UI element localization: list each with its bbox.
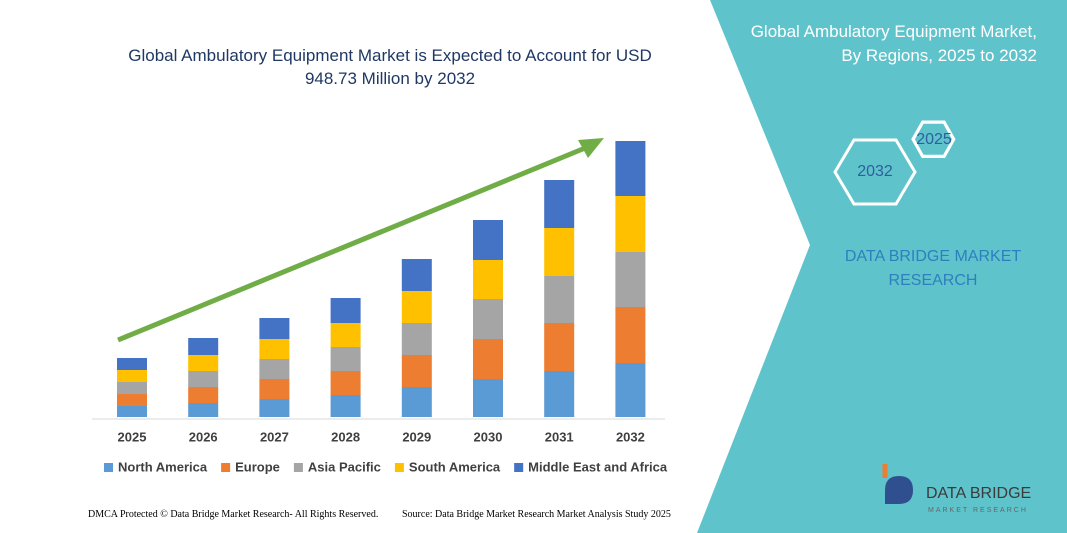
bar-segment [330, 371, 361, 395]
bar-segment [330, 323, 361, 347]
hex-label: 2025 [916, 131, 952, 148]
bar-segment [259, 399, 290, 417]
side-panel-bg [697, 0, 1067, 533]
bar-segment [117, 394, 147, 406]
x-tick-label: 2030 [474, 429, 503, 444]
x-tick-label: 2029 [402, 429, 431, 444]
bar-segment [544, 371, 575, 417]
legend-label: South America [409, 459, 501, 474]
logo-tagline: MARKET RESEARCH [928, 507, 1028, 514]
bar-segment [544, 228, 575, 276]
bar-segment [544, 180, 575, 228]
x-tick-label: 2026 [189, 429, 218, 444]
hexagon [911, 120, 956, 158]
bar-segment [117, 370, 147, 382]
x-tick-label: 2028 [331, 429, 360, 444]
bar-segment [117, 406, 147, 417]
bar-segment [473, 220, 503, 260]
bar-segment [401, 291, 432, 323]
trend-arrow [117, 143, 591, 343]
x-tick-label: 2032 [616, 429, 645, 444]
legend-label: Middle East and Africa [528, 459, 668, 474]
bar-segment [473, 379, 503, 417]
x-tick-label: 2027 [260, 429, 289, 444]
bar-segment [473, 299, 503, 339]
bar-segment [401, 259, 432, 291]
arrow-head [578, 138, 604, 158]
footer-left: DMCA Protected © Data Bridge Market Rese… [88, 509, 379, 520]
bar-segment [188, 338, 219, 355]
bar-segment [259, 359, 290, 379]
bar-segment [473, 339, 503, 379]
legend-swatch [293, 463, 303, 472]
bar-segment [330, 347, 361, 371]
bar-segment [117, 382, 147, 394]
bar-segment [401, 323, 432, 355]
hexagon [833, 138, 917, 206]
logo-name: DATA BRIDGE [926, 485, 1031, 502]
bar-segment [615, 307, 646, 363]
legend-swatch [394, 463, 404, 472]
bar-segment [473, 260, 503, 299]
legend-swatch [104, 463, 113, 472]
bar-segment [330, 298, 361, 323]
bar-segment [544, 323, 575, 371]
bar-segment [259, 318, 290, 339]
chart-title: Global Ambulatory Equipment Market is Ex… [128, 46, 652, 88]
bar-segment [259, 339, 290, 359]
bar-segment [188, 403, 219, 417]
bar-segment [259, 379, 290, 399]
bar-segment [188, 387, 219, 403]
bar-segment [401, 355, 432, 387]
legend-swatch [221, 463, 231, 472]
panel-title: Global Ambulatory Equipment Market, By R… [750, 22, 1037, 65]
bar-segment [401, 387, 432, 417]
bar-segment [615, 252, 646, 307]
bar-segment [188, 355, 219, 371]
footer-right: Source: Data Bridge Market Research Mark… [402, 509, 671, 520]
legend-label: North America [118, 459, 208, 474]
x-tick-label: 2031 [545, 429, 574, 444]
bar-segment [615, 363, 646, 417]
legend-label: Europe [235, 459, 280, 474]
legend-label: Asia Pacific [308, 459, 381, 474]
logo-mark [885, 476, 913, 504]
bar-segment [117, 358, 147, 370]
bar-segment [188, 371, 219, 387]
hex-label: 2032 [857, 163, 893, 180]
legend-swatch [514, 463, 524, 472]
bar-segment [330, 395, 361, 417]
brand: DATA BRIDGE MARKET RESEARCH [844, 248, 1022, 289]
bar-segment [615, 141, 646, 196]
x-tick-label: 2025 [118, 429, 147, 444]
bar-segment [615, 196, 646, 252]
bar-segment [544, 276, 575, 323]
